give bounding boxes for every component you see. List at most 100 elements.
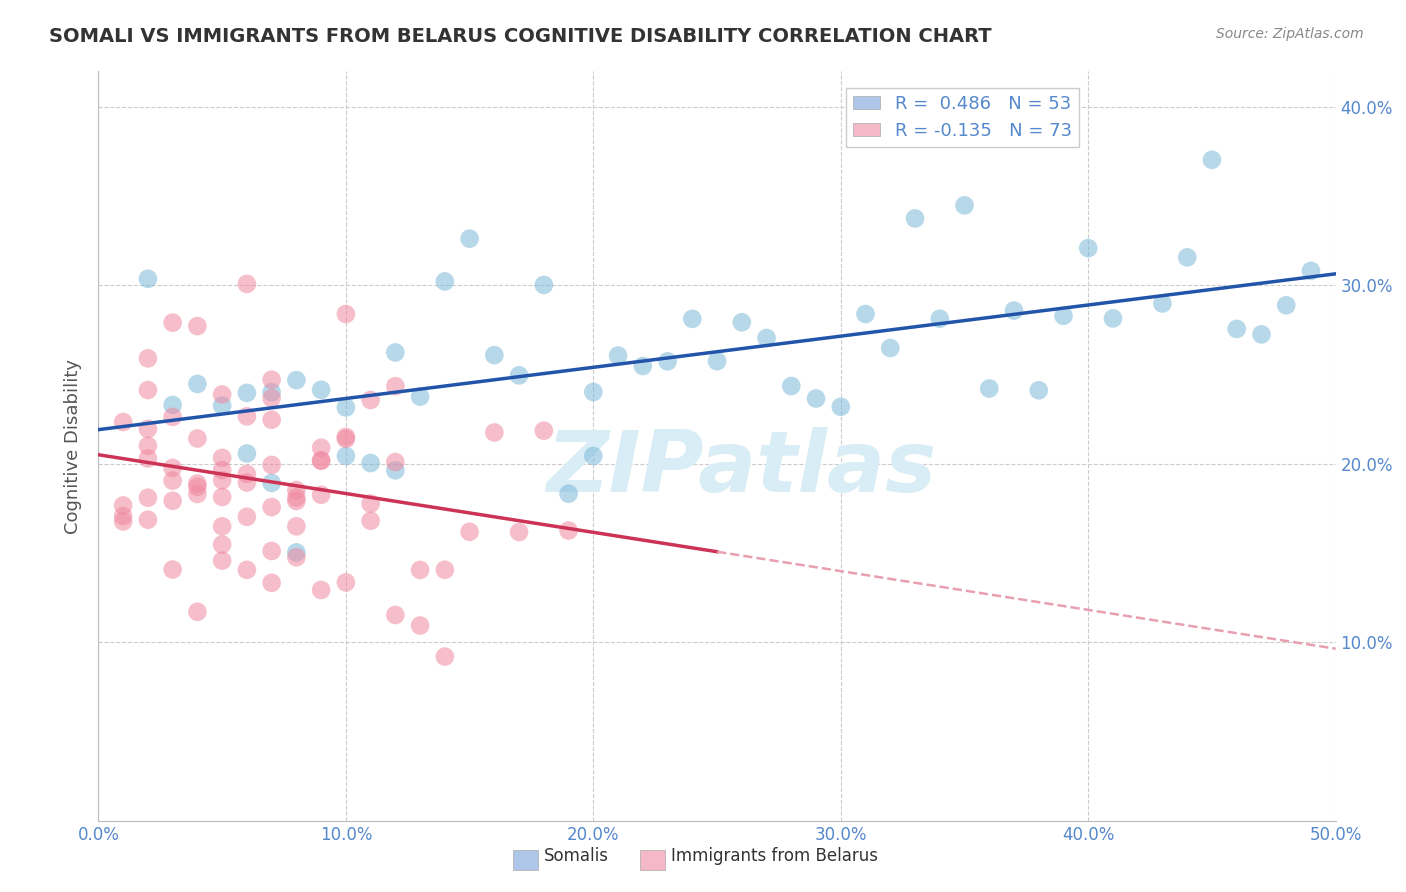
Point — [582, 384, 605, 399]
Point — [309, 488, 332, 502]
Point — [285, 373, 308, 387]
Point — [236, 446, 259, 460]
Point — [360, 456, 382, 470]
Point — [335, 307, 357, 321]
Point — [1226, 322, 1249, 336]
Point — [260, 413, 283, 427]
Point — [1201, 153, 1223, 167]
Point — [162, 398, 184, 412]
Point — [360, 392, 382, 407]
Point — [508, 368, 530, 383]
Point — [1002, 303, 1025, 318]
Text: Source: ZipAtlas.com: Source: ZipAtlas.com — [1216, 27, 1364, 41]
Point — [309, 441, 332, 455]
Point — [335, 430, 357, 444]
Point — [162, 461, 184, 475]
Point — [211, 537, 233, 551]
Point — [607, 349, 630, 363]
Point — [582, 449, 605, 463]
Point — [1052, 309, 1074, 323]
Point — [285, 550, 308, 565]
Point — [236, 509, 259, 524]
Point — [335, 401, 357, 415]
Point — [631, 359, 654, 373]
Point — [1152, 296, 1174, 310]
Text: ZIPatlas: ZIPatlas — [547, 427, 936, 510]
Point — [384, 607, 406, 622]
Point — [508, 524, 530, 539]
Point — [162, 316, 184, 330]
Point — [1028, 384, 1050, 398]
Point — [879, 341, 901, 355]
Point — [162, 562, 184, 576]
Point — [236, 385, 259, 400]
Point — [285, 494, 308, 508]
Point — [681, 311, 703, 326]
Point — [409, 618, 432, 632]
Point — [309, 383, 332, 397]
Point — [236, 409, 259, 424]
Point — [285, 519, 308, 533]
Point — [162, 409, 184, 424]
Point — [384, 379, 406, 393]
Point — [211, 387, 233, 401]
Point — [409, 390, 432, 404]
Y-axis label: Cognitive Disability: Cognitive Disability — [65, 359, 83, 533]
Text: Immigrants from Belarus: Immigrants from Belarus — [671, 847, 877, 865]
Point — [211, 473, 233, 487]
Point — [260, 500, 283, 514]
Point — [260, 458, 283, 472]
Point — [211, 399, 233, 413]
Point — [260, 575, 283, 590]
Point — [260, 373, 283, 387]
Point — [433, 274, 456, 288]
Text: SOMALI VS IMMIGRANTS FROM BELARUS COGNITIVE DISABILITY CORRELATION CHART: SOMALI VS IMMIGRANTS FROM BELARUS COGNIT… — [49, 27, 991, 45]
Point — [136, 513, 159, 527]
Point — [309, 582, 332, 597]
Point — [384, 345, 406, 359]
Point — [285, 545, 308, 559]
Point — [136, 491, 159, 505]
Point — [285, 491, 308, 505]
Point — [1077, 241, 1099, 255]
Point — [236, 277, 259, 291]
Point — [928, 311, 950, 326]
Point — [309, 453, 332, 467]
Point — [112, 515, 135, 529]
Point — [186, 476, 208, 491]
Point — [260, 391, 283, 405]
Point — [112, 509, 135, 524]
Point — [236, 467, 259, 481]
Point — [458, 524, 481, 539]
Point — [285, 483, 308, 497]
Point — [1250, 327, 1272, 342]
Text: Somalis: Somalis — [544, 847, 609, 865]
Point — [706, 354, 728, 368]
Point — [260, 385, 283, 400]
Point — [533, 277, 555, 292]
Point — [211, 554, 233, 568]
Point — [335, 432, 357, 446]
Point — [384, 455, 406, 469]
Point — [1102, 311, 1125, 326]
Point — [211, 450, 233, 465]
Point — [360, 514, 382, 528]
Point — [979, 382, 1001, 396]
Point — [186, 376, 208, 391]
Point — [1175, 251, 1198, 265]
Point — [1299, 264, 1322, 278]
Point — [755, 331, 778, 345]
Point — [136, 422, 159, 436]
Point — [557, 524, 579, 538]
Point — [533, 424, 555, 438]
Point — [855, 307, 877, 321]
Point — [830, 400, 852, 414]
Point — [384, 463, 406, 477]
Point — [433, 563, 456, 577]
Legend: R =  0.486   N = 53, R = -0.135   N = 73: R = 0.486 N = 53, R = -0.135 N = 73 — [846, 88, 1080, 147]
Point — [186, 432, 208, 446]
Point — [211, 490, 233, 504]
Point — [557, 486, 579, 500]
Point — [780, 379, 803, 393]
Point — [186, 319, 208, 334]
